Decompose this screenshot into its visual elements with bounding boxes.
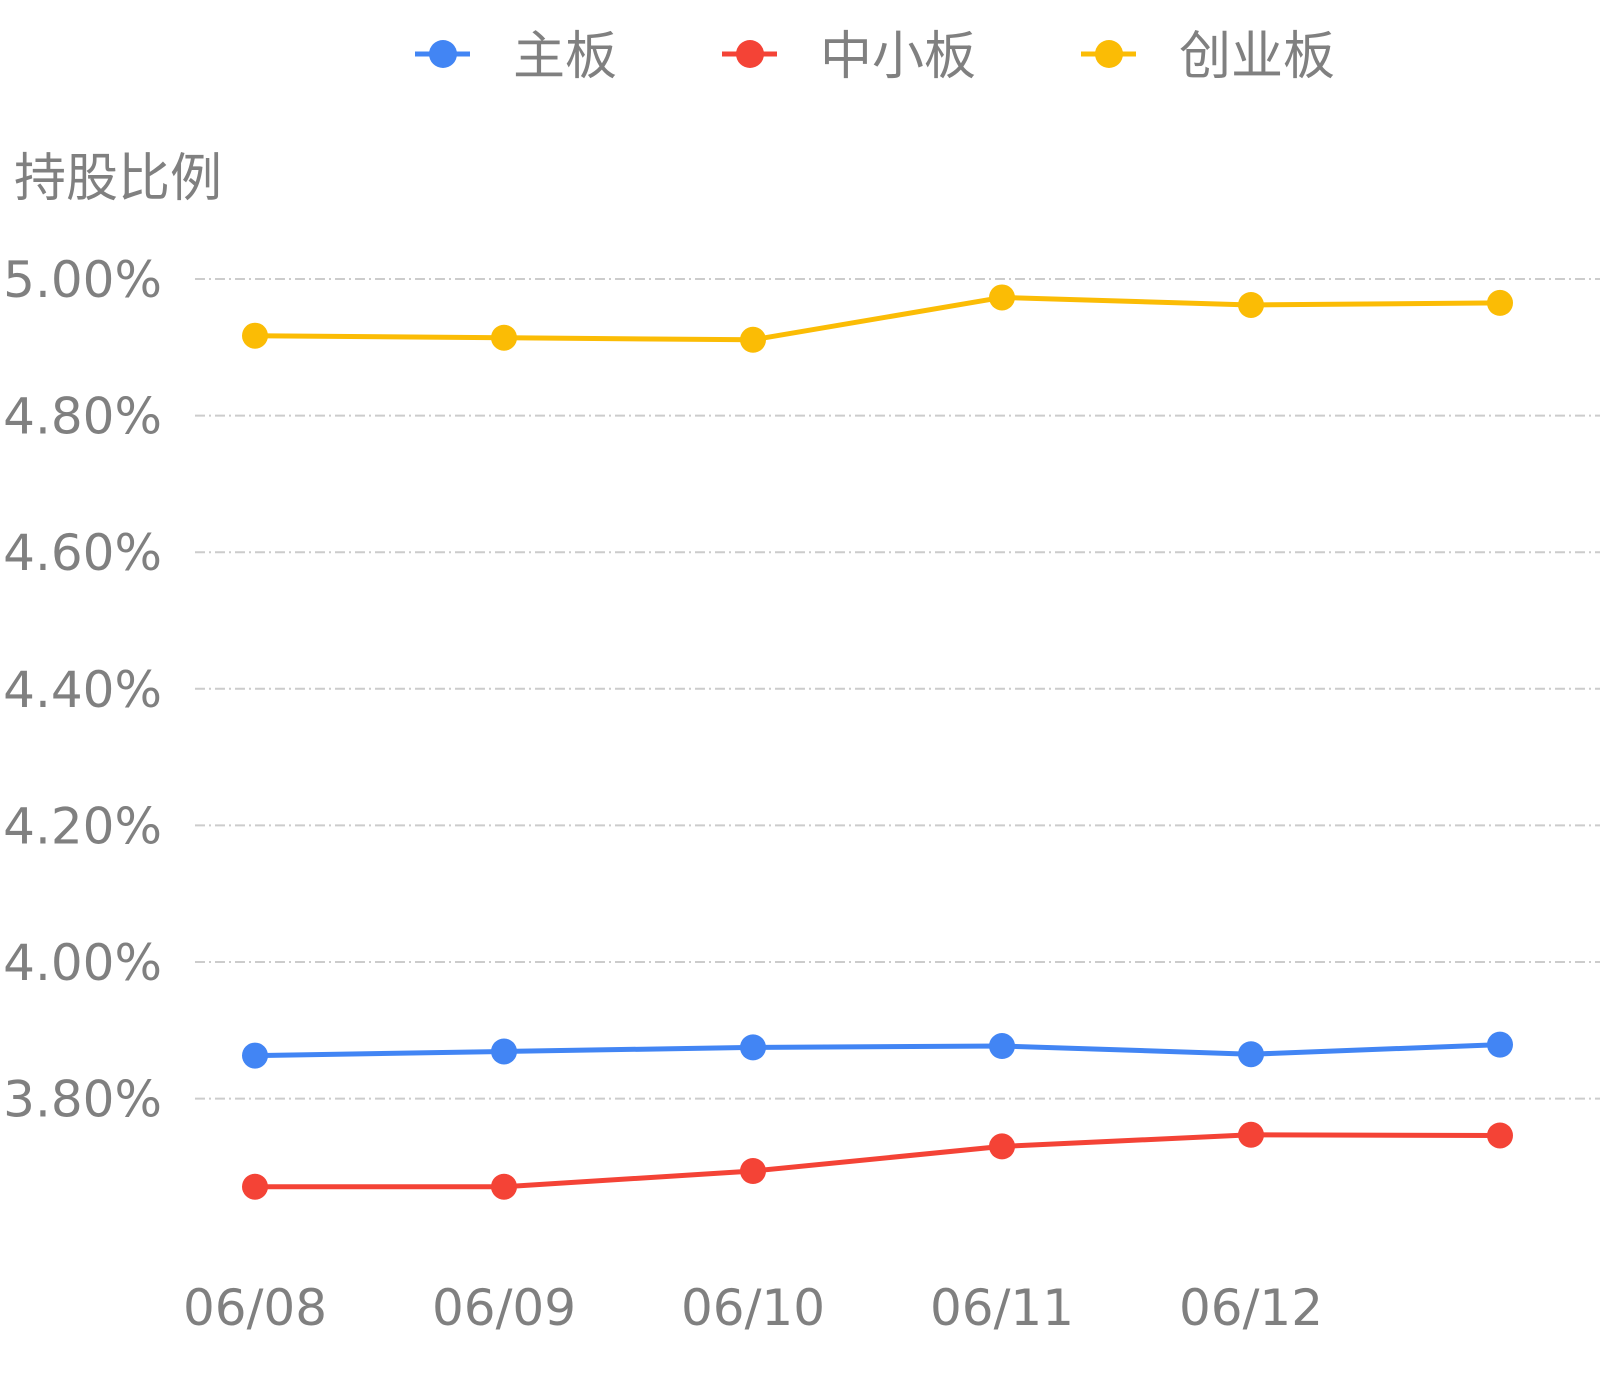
- legend-item[interactable]: 创业板: [1081, 27, 1335, 87]
- data-point: [989, 284, 1015, 311]
- data-point: [740, 1034, 766, 1061]
- series-line: [255, 1132, 1501, 1190]
- series-line: [254, 294, 1501, 343]
- data-point: [491, 1038, 517, 1065]
- data-point: [491, 324, 517, 351]
- series-1: [242, 1031, 1513, 1069]
- legend: 主板 中小板 创业板: [415, 27, 1335, 87]
- data-point: [740, 1157, 766, 1184]
- data-point: [242, 1042, 268, 1069]
- legend-marker-dot: [429, 40, 457, 68]
- data-point: [740, 326, 766, 353]
- y-axis-ticks: 5.00% 4.80% 4.60% 4.40% 4.20% 4.00% 3.80%: [3, 251, 162, 1129]
- data-point: [989, 1033, 1015, 1060]
- legend-item[interactable]: 中小板: [722, 27, 976, 87]
- x-axis-ticks: 06/08 06/09 06/10 06/11 06/12: [183, 1279, 1323, 1337]
- x-tick-label: 06/11: [930, 1279, 1074, 1337]
- x-tick-label: 06/09: [432, 1279, 576, 1337]
- y-tick-label: 4.00%: [3, 934, 162, 992]
- y-tick-label: 4.80%: [3, 388, 162, 446]
- y-tick-label: 4.60%: [3, 524, 162, 582]
- y-tick-label: 5.00%: [3, 251, 162, 309]
- x-tick-label: 06/12: [1179, 1279, 1323, 1337]
- y-tick-label: 4.40%: [3, 661, 162, 719]
- legend-label: 中小板: [820, 27, 976, 87]
- data-point: [491, 1173, 517, 1200]
- x-tick-label: 06/10: [681, 1279, 825, 1337]
- legend-item[interactable]: 主板: [415, 27, 617, 87]
- data-point: [1238, 1041, 1264, 1068]
- data-point: [242, 322, 268, 349]
- data-point: [1487, 1122, 1513, 1149]
- legend-marker-dot: [1095, 40, 1123, 68]
- data-point: [1238, 291, 1264, 318]
- y-tick-label: 4.20%: [3, 797, 162, 855]
- series-group: [242, 284, 1513, 1200]
- y-axis-label: 持股比例: [14, 149, 222, 209]
- series-3: [242, 284, 1513, 353]
- y-tick-label: 3.80%: [3, 1071, 162, 1129]
- data-point: [989, 1133, 1015, 1160]
- data-point: [1487, 1031, 1513, 1058]
- legend-label: 主板: [513, 27, 617, 87]
- series-2: [242, 1121, 1513, 1200]
- data-point: [1238, 1121, 1264, 1148]
- x-tick-label: 06/08: [183, 1279, 327, 1337]
- series-line: [254, 1042, 1501, 1059]
- gridlines: [195, 278, 1600, 1100]
- data-point: [242, 1173, 268, 1200]
- legend-marker-dot: [736, 40, 764, 68]
- legend-label: 创业板: [1179, 27, 1335, 87]
- data-point: [1487, 289, 1513, 316]
